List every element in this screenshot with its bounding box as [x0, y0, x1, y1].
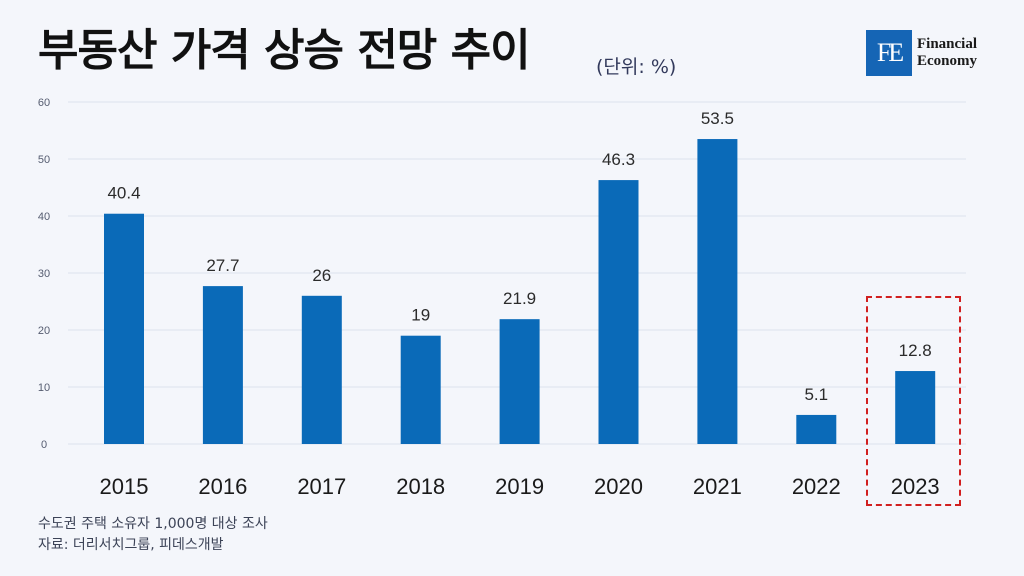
x-tick-label-2023: 2023 [891, 474, 940, 499]
y-tick-label: 30 [38, 268, 50, 280]
source-note: 수도권 주택 소유자 1,000명 대상 조사 자료: 더리서치그룹, 피데스개… [38, 514, 268, 556]
bar-2022 [796, 414, 837, 444]
data-label-2016: 27.7 [206, 256, 239, 275]
logo-mark: FE [866, 30, 912, 76]
source-line-1: 수도권 주택 소유자 1,000명 대상 조사 [38, 516, 268, 532]
logo-line-1: Financial [917, 36, 978, 52]
bar-2018 [400, 335, 441, 444]
bar-2017 [301, 295, 342, 444]
logo-line-2: Economy [917, 53, 977, 69]
data-label-2015: 40.4 [107, 184, 140, 203]
x-tick-label-2015: 2015 [100, 474, 149, 499]
source-line-2: 자료: 더리서치그룹, 피데스개발 [38, 537, 224, 553]
financial-economy-logo: FE Financial Economy [866, 30, 977, 76]
unit-label: (단위: %) [596, 56, 677, 78]
bar-2016 [202, 286, 243, 444]
bar-2023 [895, 371, 936, 444]
data-label-2017: 26 [312, 266, 331, 285]
bar-2019 [499, 319, 540, 444]
x-tick-label-2022: 2022 [792, 474, 841, 499]
data-label-2021: 53.5 [701, 109, 734, 128]
y-tick-label: 60 [38, 97, 50, 109]
x-tick-label-2021: 2021 [693, 474, 742, 499]
data-label-2019: 21.9 [503, 289, 536, 308]
y-tick-label: 20 [38, 325, 50, 337]
chart-title: 부동산 가격 상승 전망 추이 [38, 25, 531, 76]
y-tick-label: 50 [38, 154, 50, 166]
x-tick-label-2016: 2016 [198, 474, 247, 499]
highlight-box-2023 [866, 296, 961, 506]
data-label-2022: 5.1 [804, 385, 828, 404]
y-tick-label: 10 [38, 382, 50, 394]
bar-2020 [598, 180, 639, 444]
logo-text: Financial Economy [917, 36, 977, 70]
x-tick-label-2019: 2019 [495, 474, 544, 499]
data-label-2018: 19 [411, 306, 430, 325]
y-tick-label: 40 [38, 211, 50, 223]
data-label-2023: 12.8 [899, 341, 932, 360]
bar-2015 [104, 213, 144, 444]
x-tick-label-2020: 2020 [594, 474, 643, 499]
y-tick-label: 0 [41, 439, 47, 451]
data-label-2020: 46.3 [602, 150, 635, 169]
x-tick-label-2017: 2017 [297, 474, 346, 499]
x-tick-label-2018: 2018 [396, 474, 445, 499]
bar-2021 [697, 139, 738, 445]
